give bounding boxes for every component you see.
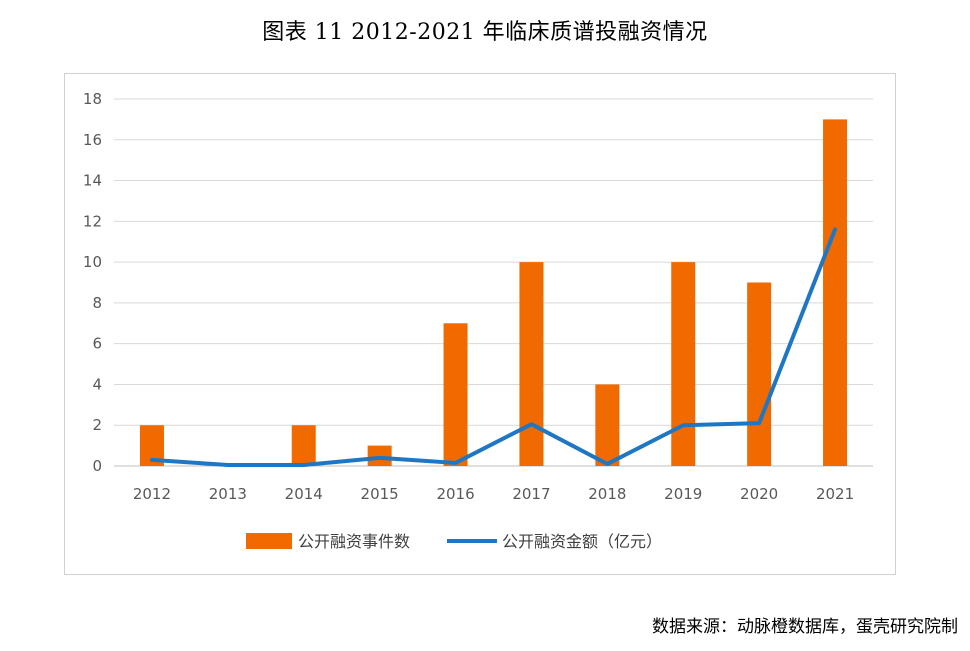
y-tick-label: 0 — [92, 457, 102, 475]
y-tick-label: 16 — [83, 131, 102, 149]
x-tick-label: 2015 — [361, 485, 399, 503]
line-series — [149, 227, 838, 467]
bar — [823, 119, 848, 466]
x-axis: 2012 2013 2014 2015 2016 2017 2018 2019 2020 2021 — [133, 485, 854, 503]
legend-label-bar: 公开融资事件数 — [298, 532, 410, 551]
legend-label-line: 公开融资金额（亿元） — [502, 532, 662, 551]
y-tick-label: 6 — [92, 335, 102, 353]
x-tick-label: 2013 — [209, 485, 247, 503]
x-tick-label: 2014 — [285, 485, 323, 503]
line-point — [529, 422, 533, 426]
bar — [443, 323, 468, 466]
y-tick-label: 18 — [83, 90, 102, 108]
x-tick-label: 2020 — [740, 485, 778, 503]
x-tick-label: 2019 — [664, 485, 702, 503]
x-tick-label: 2021 — [816, 485, 854, 503]
line-point — [757, 421, 761, 425]
x-tick-label: 2012 — [133, 485, 171, 503]
line-point — [226, 463, 230, 467]
line-point — [454, 461, 458, 465]
bar — [671, 262, 696, 466]
bar — [747, 282, 772, 466]
bar — [519, 262, 544, 466]
line-point — [150, 458, 154, 462]
x-tick-label: 2018 — [588, 485, 626, 503]
bar-series — [139, 119, 848, 466]
x-tick-label: 2016 — [436, 485, 474, 503]
legend: 公开融资事件数 公开融资金额（亿元） — [246, 532, 662, 551]
legend-swatch-bar — [246, 533, 292, 549]
line-path — [149, 227, 838, 467]
y-tick-label: 4 — [92, 375, 102, 393]
y-tick-label: 10 — [83, 253, 102, 271]
y-tick-label: 8 — [92, 294, 102, 312]
y-axis: 0 2 4 6 8 10 12 14 16 18 — [83, 90, 102, 475]
line-point — [605, 462, 609, 466]
y-tick-label: 2 — [92, 416, 102, 434]
line-point — [378, 456, 382, 460]
line-point — [302, 463, 306, 467]
source-note: 数据来源：动脉橙数据库，蛋壳研究院制 — [652, 617, 958, 637]
line-point — [681, 423, 685, 427]
y-tick-label: 12 — [83, 212, 102, 230]
bar — [291, 425, 316, 466]
y-tick-label: 14 — [83, 172, 102, 190]
bar — [367, 445, 392, 466]
bar — [595, 384, 620, 466]
line-point — [833, 227, 837, 231]
x-tick-label: 2017 — [512, 485, 550, 503]
chart-title: 图表 11 2012-2021 年临床质谱投融资情况 — [262, 20, 708, 45]
